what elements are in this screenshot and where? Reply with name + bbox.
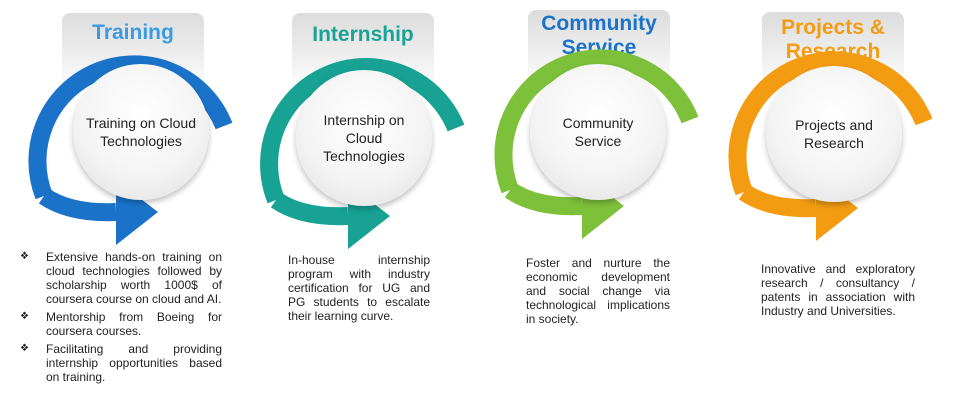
column-internship: Internship Internship on Cloud Technolog… bbox=[232, 0, 465, 405]
bullet-item: ❖ Mentorship from Boeing for coursera cou… bbox=[20, 310, 222, 338]
description-internship: In-house internship program with industr… bbox=[288, 253, 430, 323]
circle-text-internship: Internship on Cloud Technologies bbox=[323, 112, 405, 164]
circle-training: Training on Cloud Technologies bbox=[73, 64, 209, 200]
column-community-service: Community Service Community Service Fost… bbox=[466, 0, 699, 405]
circle-text-projects-research: Projects and Research bbox=[795, 117, 873, 151]
diamond-bullet-icon: ❖ bbox=[20, 311, 29, 322]
title-training: Training bbox=[92, 21, 174, 44]
diamond-bullet-icon: ❖ bbox=[20, 343, 29, 354]
circle-text-community-service: Community Service bbox=[562, 115, 634, 149]
column-projects-research: Projects & Research Projects and Researc… bbox=[700, 0, 933, 405]
bullets-training: ❖ Extensive hands-on training on cloud te… bbox=[20, 250, 222, 388]
circle-projects-research: Projects and Research bbox=[766, 66, 902, 202]
title-internship: Internship bbox=[312, 23, 414, 46]
circle-community-service: Community Service bbox=[530, 64, 666, 200]
description-community-service: Foster and nurture the economic developm… bbox=[526, 256, 670, 326]
bullet-item: ❖ Extensive hands-on training on cloud te… bbox=[20, 250, 222, 306]
description-projects-research: Innovative and exploratory research / co… bbox=[761, 262, 915, 318]
diamond-bullet-icon: ❖ bbox=[20, 251, 29, 262]
arc-shape bbox=[28, 55, 233, 200]
column-training: Training Training on Cloud Technologies … bbox=[0, 0, 233, 405]
circle-text-training: Training on Cloud Technologies bbox=[86, 115, 196, 149]
circle-internship: Internship on Cloud Technologies bbox=[296, 70, 432, 206]
bullet-item: ❖ Facilitating and providing internship o… bbox=[20, 342, 222, 384]
